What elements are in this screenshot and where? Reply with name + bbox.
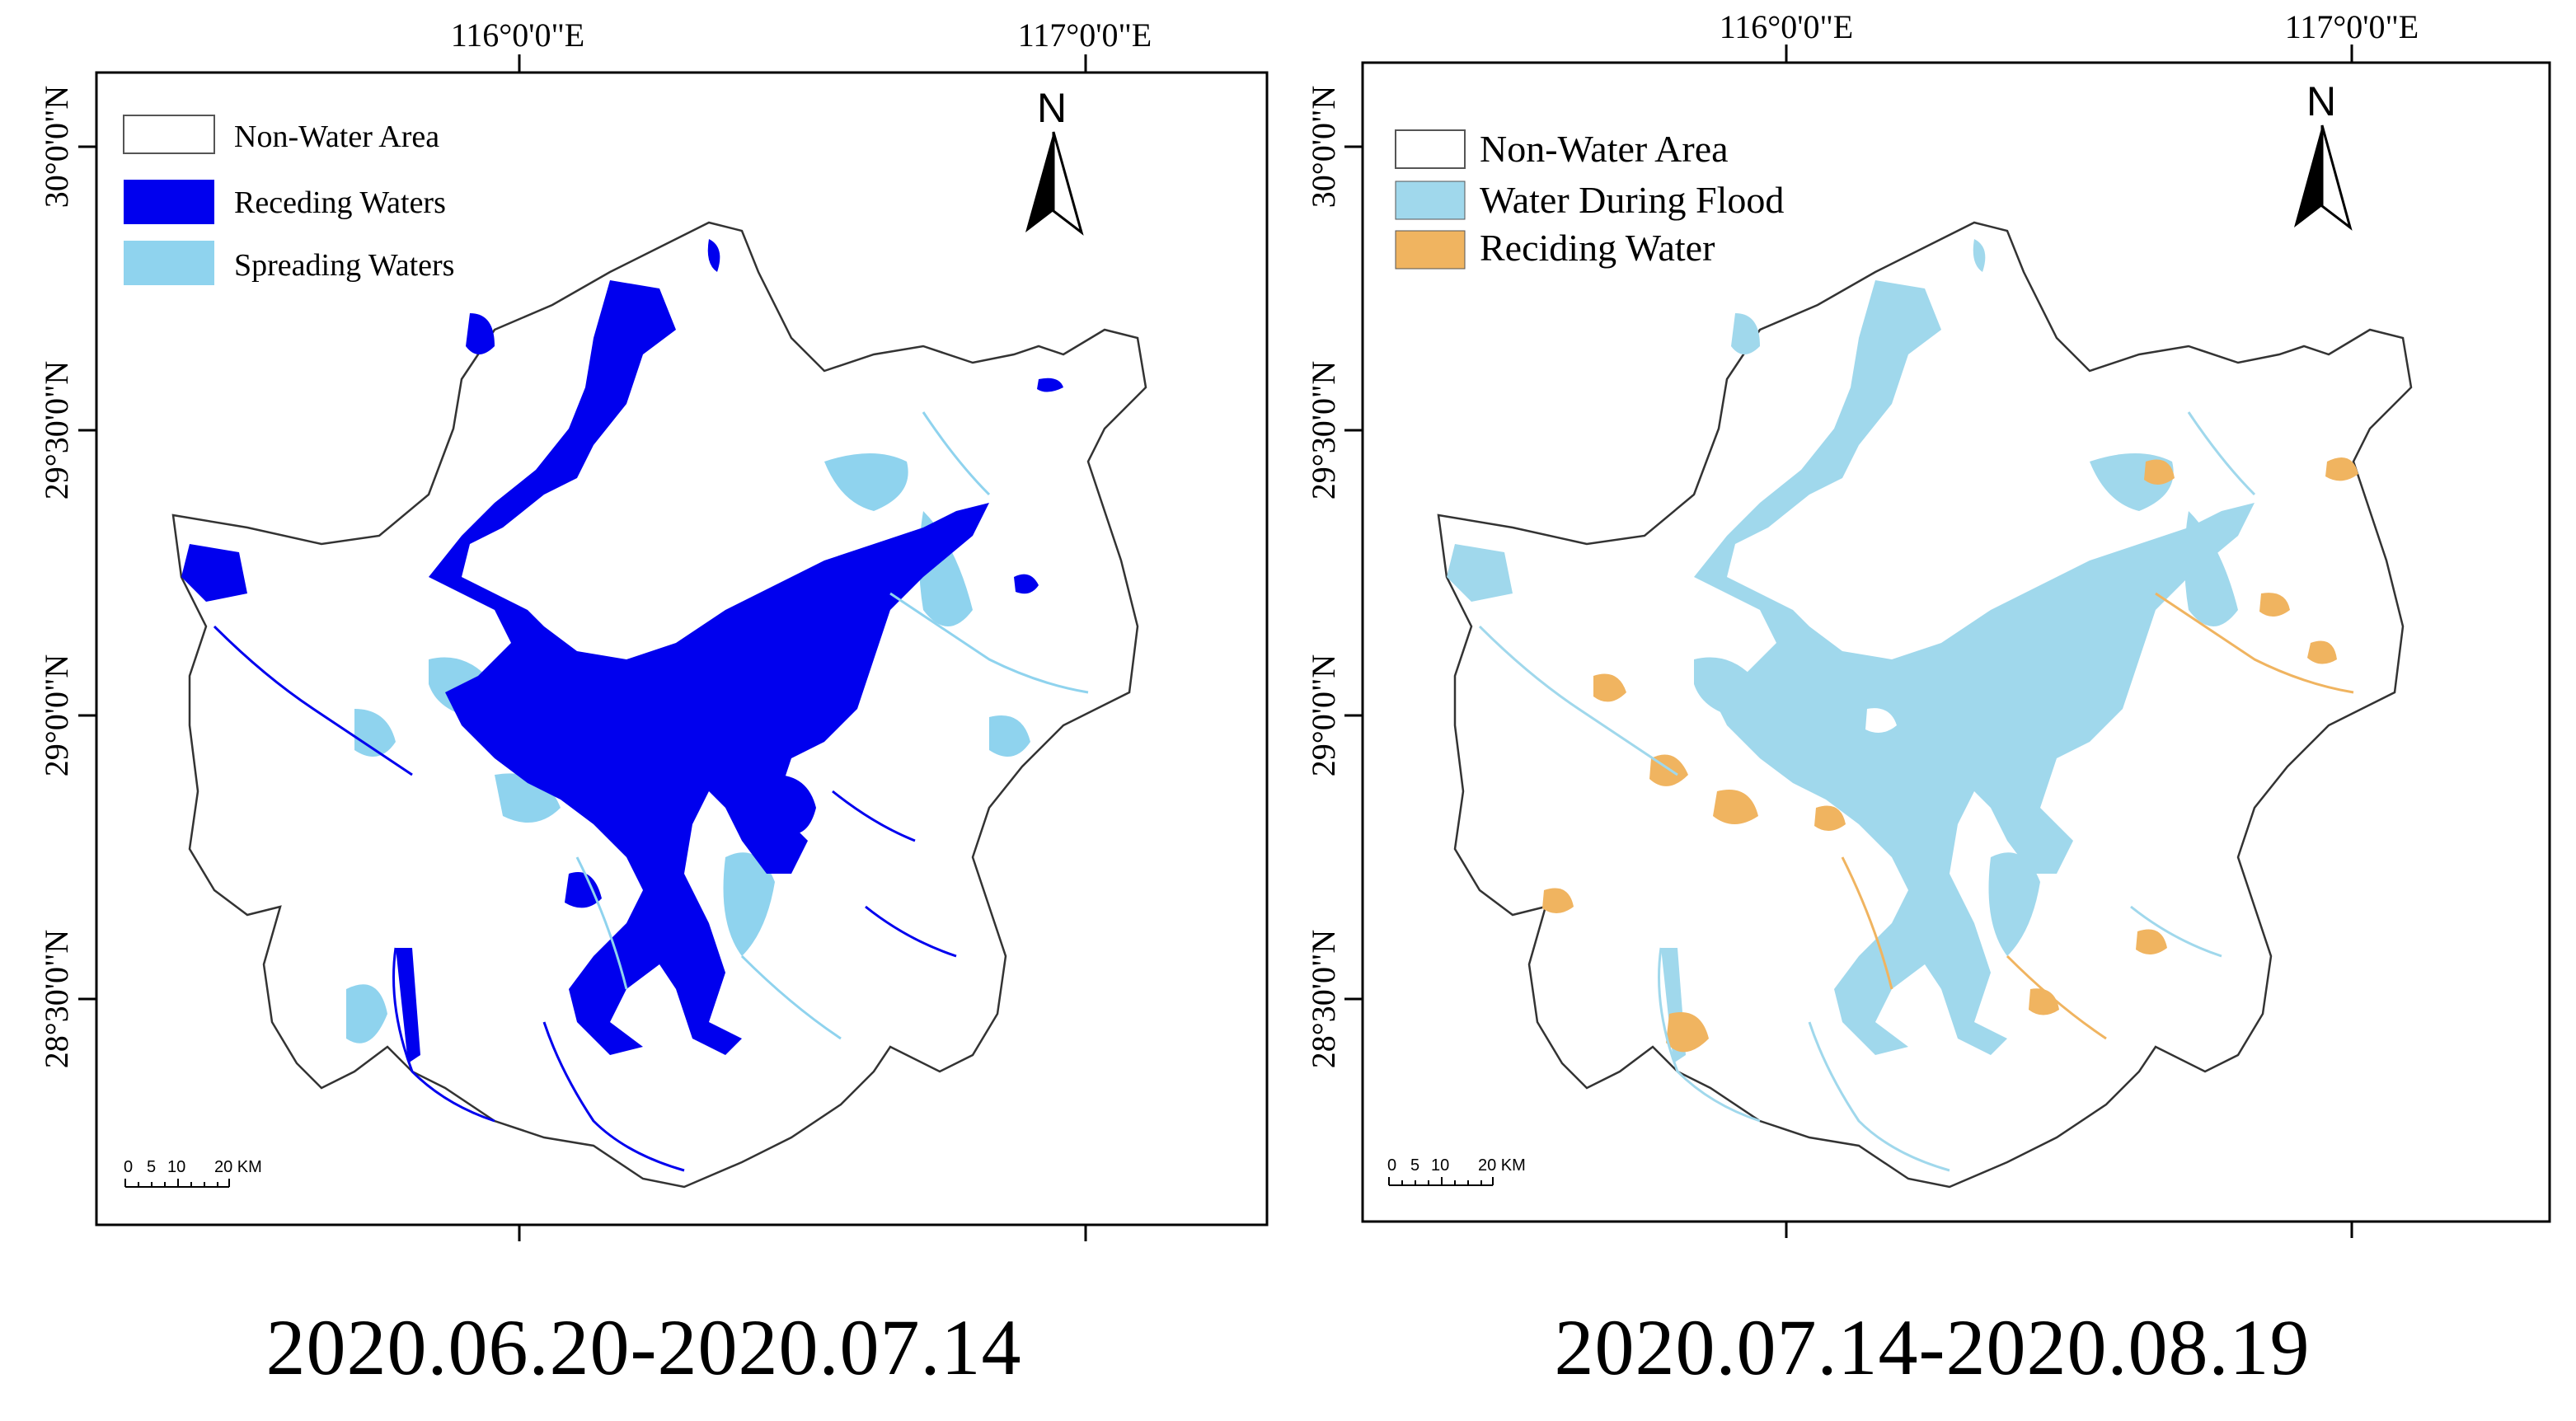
lon-label-116: 116°0'0"E xyxy=(451,16,584,54)
receding-waters-layer xyxy=(181,239,1063,1063)
map-panel-left: 116°0'0"E 117°0'0"E 30°0'0"N 29°30'0"N 2… xyxy=(38,16,1269,1391)
legend-swatch-receding xyxy=(124,180,214,224)
lat-label-29-30: 29°30'0"N xyxy=(1305,361,1342,499)
legend-swatch-non-water xyxy=(123,115,215,154)
north-arrow: N xyxy=(2294,78,2353,231)
scale-label-10: 10 xyxy=(167,1158,185,1176)
legend: Non-Water Area Receding Waters Spreading… xyxy=(123,115,454,285)
lon-label-117: 117°0'0"E xyxy=(1018,16,1152,54)
north-label: N xyxy=(1037,85,1067,131)
lat-label-28-30: 28°30'0"N xyxy=(1305,930,1342,1068)
lat-label-28-30: 28°30'0"N xyxy=(38,930,75,1068)
north-arrow-icon xyxy=(1025,132,1053,232)
north-arrow-icon-half xyxy=(1052,131,1084,236)
scale-label-5: 5 xyxy=(1410,1156,1419,1175)
scale-label-0: 0 xyxy=(124,1158,133,1176)
map-svg-left: 116°0'0"E 117°0'0"E 30°0'0"N 29°30'0"N 2… xyxy=(38,16,1269,1241)
legend-label-spreading: Spreading Waters xyxy=(234,248,454,283)
legend-label-receding: Receding Waters xyxy=(234,185,446,220)
scale-bar-line xyxy=(124,1179,230,1188)
legend-label-non-water: Non-Water Area xyxy=(234,120,439,154)
river-network xyxy=(1478,411,2354,1172)
lon-label-116: 116°0'0"E xyxy=(1720,8,1853,45)
legend-label-flood: Water During Flood xyxy=(1480,179,1784,221)
map-frame xyxy=(1361,61,2551,1223)
scale-bar: 0 5 10 20 KM xyxy=(1387,1156,1526,1186)
scale-label-0: 0 xyxy=(1387,1156,1396,1175)
north-label: N xyxy=(2306,78,2336,124)
lake-islands xyxy=(1865,690,2261,814)
map-frame xyxy=(95,71,1269,1226)
legend-swatch-spreading xyxy=(124,241,214,285)
legend-swatch-flood xyxy=(1395,181,1466,220)
scale-label-20km: 20 KM xyxy=(214,1158,262,1176)
scale-bar-line xyxy=(1388,1177,1494,1186)
legend-swatch-reciding xyxy=(1395,230,1466,270)
scale-label-10: 10 xyxy=(1431,1156,1449,1175)
legend-label-non-water: Non-Water Area xyxy=(1480,128,1729,170)
lat-label-29: 29°0'0"N xyxy=(1305,654,1342,776)
scale-bar: 0 5 10 20 KM xyxy=(124,1158,262,1188)
map-svg-right: 116°0'0"E 117°0'0"E 30°0'0"N 29°30'0"N 2… xyxy=(1305,8,2551,1238)
lat-label-30: 30°0'0"N xyxy=(38,86,75,208)
lon-label-117: 117°0'0"E xyxy=(2285,8,2419,45)
reciding-water-layer xyxy=(1542,457,2358,1053)
north-arrow-icon-half xyxy=(2320,124,2353,231)
flood-water-layer xyxy=(1447,239,2255,1063)
lat-label-30: 30°0'0"N xyxy=(1305,86,1342,208)
legend: Non-Water Area Water During Flood Recidi… xyxy=(1395,128,1784,270)
river-network xyxy=(213,411,1089,1172)
date-range-left: 2020.06.20-2020.07.14 xyxy=(265,1303,1022,1391)
legend-swatch-non-water xyxy=(1395,129,1466,169)
lat-label-29-30: 29°30'0"N xyxy=(38,361,75,499)
map-panel-right: 116°0'0"E 117°0'0"E 30°0'0"N 29°30'0"N 2… xyxy=(1288,0,2576,1421)
north-arrow-icon xyxy=(2294,125,2322,227)
scale-label-20km: 20 KM xyxy=(1478,1156,1526,1175)
scale-label-5: 5 xyxy=(147,1158,156,1176)
lat-label-29: 29°0'0"N xyxy=(38,654,75,776)
date-range-right: 2020.07.14-2020.08.19 xyxy=(1554,1303,2311,1391)
north-arrow: N xyxy=(1025,85,1084,236)
legend-label-reciding: Reciding Water xyxy=(1480,227,1715,269)
